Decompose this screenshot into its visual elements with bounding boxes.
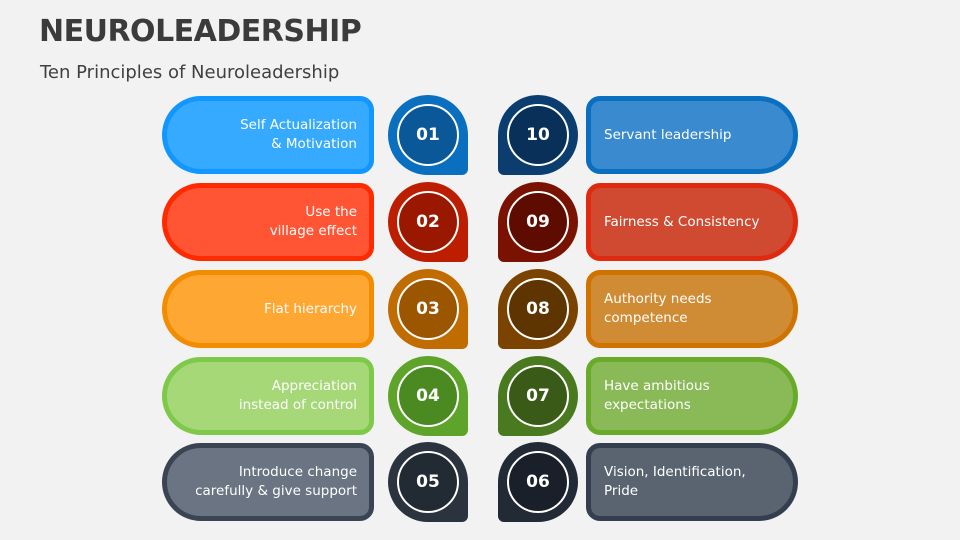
- principle-label: Self Actualization & Motivation: [240, 117, 357, 152]
- principle-label: Vision, Identification, Pride: [604, 464, 746, 499]
- number-badge: 08: [498, 269, 578, 349]
- principle-label: Authority needs competence: [604, 291, 712, 326]
- principle-number: 05: [397, 451, 459, 513]
- principle-label: Fairness & Consistency: [604, 213, 760, 230]
- number-badge: 09: [498, 182, 578, 262]
- principle-card: Self Actualization & Motivation: [162, 96, 374, 174]
- principle-card: Servant leadership: [586, 96, 798, 174]
- principle-number: 01: [397, 104, 459, 166]
- principle-label: Appreciation instead of control: [238, 378, 357, 413]
- number-badge: 06: [498, 442, 578, 522]
- principle-number: 03: [397, 278, 459, 340]
- principle-number: 07: [507, 365, 569, 427]
- principle-label: Introduce change carefully & give suppor…: [195, 464, 357, 499]
- number-badge: 04: [388, 356, 468, 436]
- principle-label: Flat hierarchy: [263, 300, 357, 317]
- principle-card: Fairness & Consistency: [586, 183, 798, 261]
- principle-card: Vision, Identification, Pride: [586, 443, 798, 521]
- number-badge: 02: [388, 182, 468, 262]
- principle-label: Have ambitious expectations: [604, 378, 710, 413]
- principle-number: 10: [507, 104, 569, 166]
- principle-card: Have ambitious expectations: [586, 357, 798, 435]
- number-badge: 05: [388, 442, 468, 522]
- page-subtitle: Ten Principles of Neuroleadership: [40, 62, 340, 83]
- number-badge: 10: [498, 95, 578, 175]
- principle-card: Appreciation instead of control: [162, 357, 374, 435]
- principle-label: Use the village effect: [269, 204, 357, 239]
- principle-card: Use the village effect: [162, 183, 374, 261]
- page-title: NEUROLEADERSHIP: [39, 14, 362, 49]
- principle-number: 04: [397, 365, 459, 427]
- principle-number: 09: [507, 191, 569, 253]
- principle-number: 02: [397, 191, 459, 253]
- principle-card: Flat hierarchy: [162, 270, 374, 348]
- principle-number: 06: [507, 451, 569, 513]
- principle-number: 08: [507, 278, 569, 340]
- principle-card: Introduce change carefully & give suppor…: [162, 443, 374, 521]
- principle-label: Servant leadership: [604, 126, 732, 143]
- number-badge: 01: [388, 95, 468, 175]
- number-badge: 03: [388, 269, 468, 349]
- principle-card: Authority needs competence: [586, 270, 798, 348]
- number-badge: 07: [498, 356, 578, 436]
